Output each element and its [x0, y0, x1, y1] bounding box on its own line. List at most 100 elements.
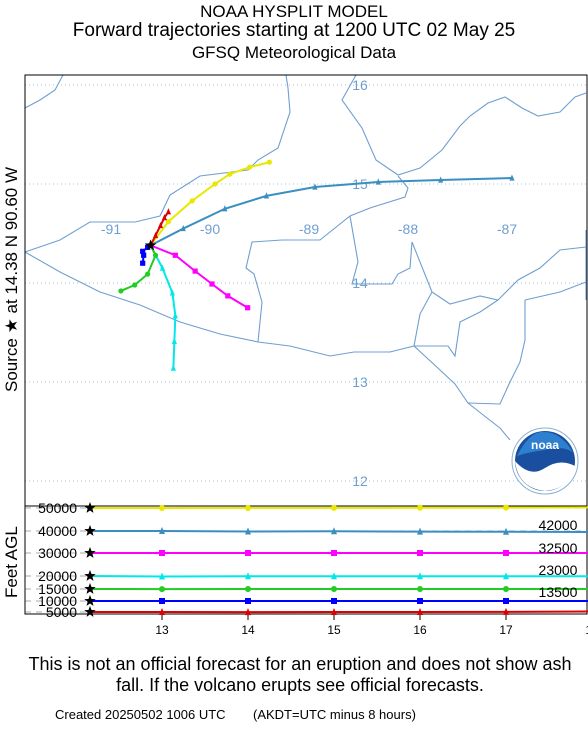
height-right-label: 42000 — [539, 517, 578, 533]
trajectory-marker — [245, 586, 251, 592]
noaa-logo: noaa — [511, 427, 579, 495]
latitude-label: 14 — [352, 275, 368, 291]
trajectory-marker — [159, 264, 166, 271]
trajectory-marker — [331, 527, 337, 535]
trajectory-marker — [503, 586, 509, 592]
trajectory-marker — [503, 607, 509, 615]
time-tick-label: 15 — [327, 623, 341, 637]
height-right-label: 32500 — [539, 540, 578, 556]
longitude-label: -90 — [200, 221, 220, 237]
trajectory-marker — [159, 572, 165, 580]
height-series-line — [89, 575, 588, 578]
trajectory-path — [149, 244, 177, 369]
trajectory-marker — [503, 550, 509, 556]
latitude-label: 13 — [352, 374, 368, 390]
trajectory-marker — [145, 271, 151, 277]
trajectory-marker — [141, 252, 147, 258]
trajectory-marker — [245, 305, 251, 311]
trajectory-marker — [170, 364, 176, 371]
trajectory-marker — [140, 248, 146, 254]
trajectory-marker — [157, 221, 164, 229]
height-tick-label: 20000 — [38, 568, 77, 584]
noaa-logo-text: noaa — [531, 438, 559, 452]
trajectory-marker — [145, 244, 151, 250]
height-source-star-icon — [84, 570, 96, 581]
trajectory-marker — [169, 289, 175, 296]
trajectory-marker — [503, 598, 509, 604]
height-source-star-icon — [84, 547, 96, 558]
created-timestamp: Created 20250502 1006 UTC — [55, 707, 226, 722]
trajectory-marker — [438, 176, 444, 183]
trajectory-marker — [417, 586, 423, 592]
height-right-label: 13500 — [539, 584, 578, 600]
trajectory-marker — [212, 181, 218, 187]
trajectory-marker — [245, 527, 251, 535]
trajectory-marker — [225, 293, 231, 299]
height-source-star-icon — [84, 502, 96, 513]
trajectory-marker — [159, 550, 165, 556]
longitude-label: -87 — [497, 221, 517, 237]
height-source-star-icon — [84, 606, 96, 617]
trajectory-marker — [266, 159, 272, 165]
trajectory-marker — [245, 608, 251, 616]
trajectory-marker — [172, 312, 178, 319]
height-tick-label: 30000 — [38, 545, 77, 561]
time-tick-label: 13 — [155, 623, 169, 637]
trajectory-marker — [331, 504, 337, 511]
trajectory-marker — [189, 198, 195, 204]
trajectory-marker — [165, 219, 172, 225]
trajectory-marker — [331, 550, 337, 556]
trajectory-marker — [165, 208, 172, 215]
coastline — [24, 74, 587, 441]
trajectory-marker — [312, 183, 318, 190]
trajectory-marker — [245, 504, 251, 511]
trajectory-marker — [209, 281, 215, 287]
trajectory-marker — [263, 192, 270, 199]
trajectory-marker — [159, 586, 165, 593]
trajectory-marker — [417, 608, 423, 616]
trajectory-marker — [375, 178, 381, 185]
longitude-label: -91 — [101, 221, 121, 237]
trajectory-marker — [509, 174, 515, 181]
trajectory-marker — [503, 504, 509, 511]
height-source-star-icon — [84, 583, 96, 594]
height-right-label: 23000 — [539, 562, 578, 578]
height-source-star-icon — [84, 525, 96, 536]
time-tick-label: 16 — [413, 623, 427, 637]
trajectory-title: Forward trajectories starting at 1200 UT… — [72, 20, 516, 41]
trajectory-marker — [159, 598, 165, 604]
longitude-label: -89 — [299, 221, 319, 237]
trajectory-marker — [118, 288, 124, 294]
trajectory-marker — [417, 527, 423, 535]
longitude-label: -88 — [398, 221, 418, 237]
trajectory-marker — [417, 550, 423, 556]
trajectory-marker — [140, 260, 146, 266]
trajectory-marker — [245, 598, 251, 604]
time-tick-label: 17 — [499, 623, 513, 637]
trajectory-path — [120, 244, 157, 292]
trajectory-path — [150, 177, 512, 247]
source-star-icon — [144, 239, 157, 251]
height-series-line — [90, 610, 588, 614]
trajectory-marker — [245, 572, 251, 580]
disclaimer-text: This is not an official forecast for an … — [28, 654, 572, 695]
timezone-note: (AKDT=UTC minus 8 hours) — [253, 707, 416, 722]
trajectory-marker — [331, 608, 337, 616]
trajectory-marker — [159, 608, 165, 615]
trajectory-marker — [222, 205, 228, 212]
trajectory-marker — [152, 252, 159, 258]
trajectory-marker — [417, 504, 423, 511]
trajectory-marker — [245, 550, 251, 556]
time-tick-label: 14 — [241, 623, 255, 637]
trajectory-marker — [331, 572, 337, 580]
trajectory-marker — [192, 268, 198, 274]
trajectory-marker — [227, 171, 233, 177]
trajectory-marker — [417, 572, 423, 580]
height-tick-label: 15000 — [38, 581, 77, 597]
trajectory-marker — [172, 252, 178, 258]
trajectory-marker — [161, 214, 168, 221]
height-tick-label: 5000 — [46, 604, 77, 620]
